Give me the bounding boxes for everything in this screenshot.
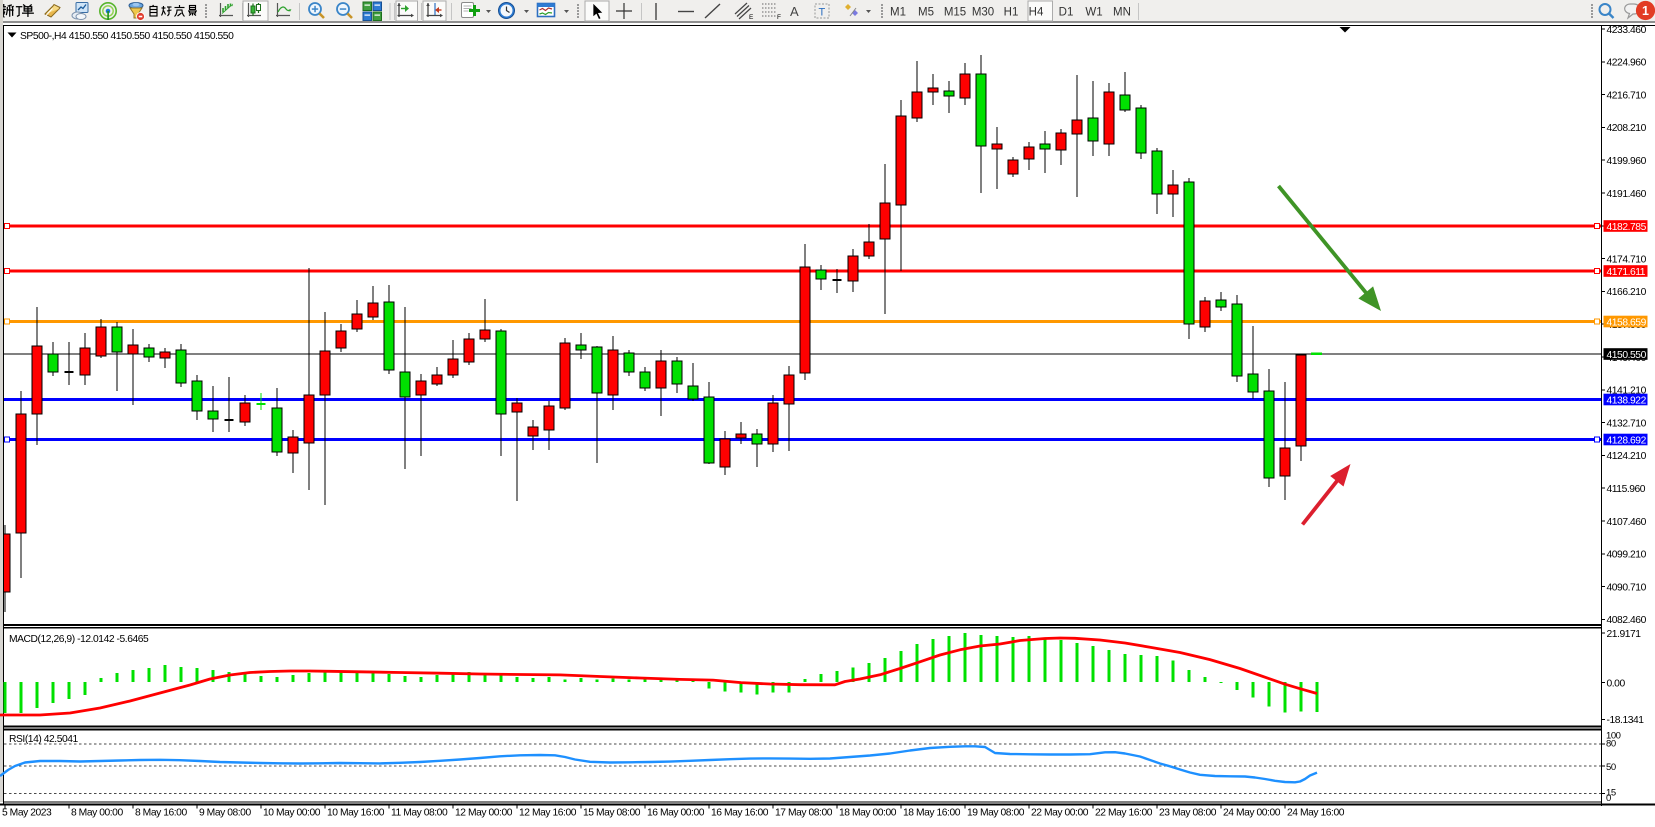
svg-text:4233.460: 4233.460 bbox=[1607, 25, 1647, 36]
svg-text:H4: H4 bbox=[1029, 7, 1044, 19]
svg-text:9 May 08:00: 9 May 08:00 bbox=[199, 808, 251, 819]
svg-text:E: E bbox=[749, 14, 754, 21]
svg-text:4224.960: 4224.960 bbox=[1607, 58, 1647, 69]
svg-text:M5: M5 bbox=[918, 7, 934, 19]
svg-text:4208.210: 4208.210 bbox=[1607, 123, 1647, 134]
svg-text:22 May 00:00: 22 May 00:00 bbox=[1031, 808, 1089, 819]
svg-text:11 May 08:00: 11 May 08:00 bbox=[391, 808, 448, 819]
svg-text:H1: H1 bbox=[1004, 7, 1019, 19]
svg-text:18 May 16:00: 18 May 16:00 bbox=[903, 808, 961, 819]
svg-text:21.9171: 21.9171 bbox=[1607, 629, 1642, 640]
svg-text:-18.1341: -18.1341 bbox=[1607, 715, 1645, 726]
svg-text:T: T bbox=[819, 7, 826, 19]
svg-text:5 May 2023: 5 May 2023 bbox=[2, 808, 52, 819]
svg-text:12 May 00:00: 12 May 00:00 bbox=[455, 808, 513, 819]
svg-text:M30: M30 bbox=[972, 7, 994, 19]
svg-text:M1: M1 bbox=[890, 7, 906, 19]
svg-text:15 May 08:00: 15 May 08:00 bbox=[583, 808, 641, 819]
svg-text:19 May 08:00: 19 May 08:00 bbox=[967, 808, 1025, 819]
svg-text:16 May 16:00: 16 May 16:00 bbox=[711, 808, 769, 819]
svg-text:MACD(12,26,9) -12.0142 -5.6465: MACD(12,26,9) -12.0142 -5.6465 bbox=[9, 634, 149, 645]
svg-text:M15: M15 bbox=[944, 7, 966, 19]
svg-text:MN: MN bbox=[1113, 7, 1131, 19]
svg-text:50: 50 bbox=[1606, 762, 1616, 773]
svg-text:4107.460: 4107.460 bbox=[1607, 517, 1647, 528]
svg-text:4150.550: 4150.550 bbox=[1607, 350, 1647, 361]
svg-text:4199.960: 4199.960 bbox=[1607, 156, 1647, 167]
svg-text:100: 100 bbox=[1606, 731, 1621, 742]
svg-text:18 May 00:00: 18 May 00:00 bbox=[839, 808, 897, 819]
svg-text:16 May 00:00: 16 May 00:00 bbox=[647, 808, 705, 819]
svg-text:1: 1 bbox=[1642, 4, 1649, 18]
svg-text:4182.785: 4182.785 bbox=[1607, 222, 1647, 233]
svg-text:17 May 08:00: 17 May 08:00 bbox=[775, 808, 833, 819]
svg-text:4174.710: 4174.710 bbox=[1607, 254, 1647, 265]
svg-text:12 May 16:00: 12 May 16:00 bbox=[519, 808, 577, 819]
svg-text:W1: W1 bbox=[1085, 7, 1102, 19]
svg-text:4090.710: 4090.710 bbox=[1607, 582, 1647, 593]
svg-text:15: 15 bbox=[1606, 788, 1616, 799]
svg-text:4099.210: 4099.210 bbox=[1607, 550, 1647, 561]
svg-text:4124.210: 4124.210 bbox=[1607, 451, 1647, 462]
svg-text:4082.460: 4082.460 bbox=[1607, 615, 1647, 626]
svg-text:8 May 16:00: 8 May 16:00 bbox=[135, 808, 187, 819]
svg-text:4216.710: 4216.710 bbox=[1607, 90, 1647, 101]
svg-text:24 May 16:00: 24 May 16:00 bbox=[1287, 808, 1345, 819]
svg-text:4166.210: 4166.210 bbox=[1607, 287, 1647, 298]
svg-text:80: 80 bbox=[1606, 739, 1616, 750]
svg-text:0: 0 bbox=[1606, 793, 1611, 804]
svg-text:4191.460: 4191.460 bbox=[1607, 189, 1647, 200]
svg-text:4158.659: 4158.659 bbox=[1607, 317, 1647, 328]
svg-text:10 May 00:00: 10 May 00:00 bbox=[263, 808, 321, 819]
svg-text:A: A bbox=[790, 4, 799, 19]
svg-text:SP500-,H4 4150.550 4150.550 4: SP500-,H4 4150.550 4150.550 4150.550 415… bbox=[20, 31, 234, 42]
svg-text:RSI(14) 42.5041: RSI(14) 42.5041 bbox=[9, 734, 79, 745]
svg-text:8 May 00:00: 8 May 00:00 bbox=[71, 808, 123, 819]
svg-text:23 May 08:00: 23 May 08:00 bbox=[1159, 808, 1217, 819]
svg-text:0.00: 0.00 bbox=[1607, 678, 1626, 689]
svg-text:D1: D1 bbox=[1059, 7, 1074, 19]
svg-text:24 May 00:00: 24 May 00:00 bbox=[1223, 808, 1281, 819]
svg-text:4132.710: 4132.710 bbox=[1607, 418, 1647, 429]
svg-text:F: F bbox=[777, 14, 781, 21]
svg-text:4115.960: 4115.960 bbox=[1607, 484, 1646, 495]
svg-text:4141.210: 4141.210 bbox=[1607, 386, 1647, 397]
svg-text:4171.611: 4171.611 bbox=[1607, 267, 1646, 278]
svg-text:4128.692: 4128.692 bbox=[1607, 435, 1647, 446]
svg-text:10 May 16:00: 10 May 16:00 bbox=[327, 808, 385, 819]
svg-text:22 May 16:00: 22 May 16:00 bbox=[1095, 808, 1153, 819]
svg-text:4138.922: 4138.922 bbox=[1607, 395, 1647, 406]
